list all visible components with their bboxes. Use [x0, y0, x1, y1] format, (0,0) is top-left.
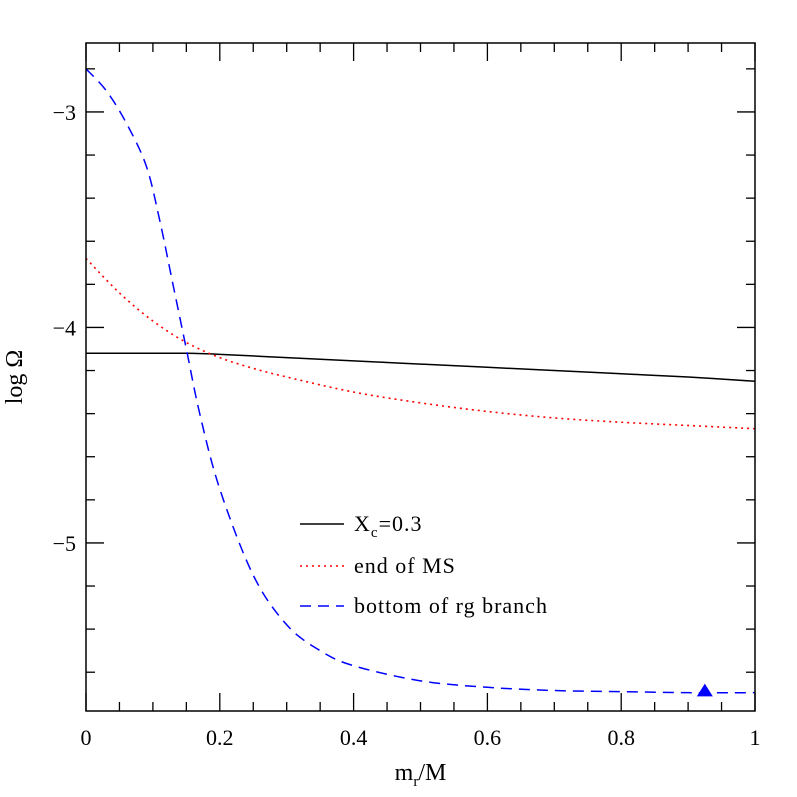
triangle-marker	[696, 683, 713, 697]
y-tick-label: −5	[53, 531, 76, 556]
marker-layer	[696, 683, 713, 697]
x-axis-label-main: m	[395, 760, 414, 786]
minor-ticks	[86, 43, 755, 711]
x-tick-label: 0.8	[607, 725, 635, 750]
y-tick-label: −4	[53, 315, 76, 340]
legend-label-x-c-main: X	[354, 511, 371, 536]
y-tick-labels: −3 −4 −5	[53, 100, 76, 556]
x-axis-label: mr/M	[395, 760, 447, 790]
x-tick-label: 0.6	[474, 725, 502, 750]
legend-label-x-c-sub: c	[371, 525, 379, 541]
legend-label-bottom-of-rg-branch: bottom of rg branch	[354, 593, 548, 618]
x-tick-label: 0	[81, 725, 92, 750]
y-axis-label: log Ω	[2, 350, 28, 405]
x-axis-label-suffix: /M	[418, 760, 446, 786]
x-tick-label: 0.4	[340, 725, 368, 750]
legend-label-end-of-ms: end of MS	[354, 553, 456, 578]
series-line-1	[85, 257, 756, 430]
x-tick-label: 0.2	[206, 725, 234, 750]
plot-frame	[85, 42, 756, 712]
legend-label-x-c: Xc=0.3	[354, 511, 422, 541]
y-tick-label: −3	[53, 100, 76, 125]
x-tick-labels: 0 0.2 0.4 0.6 0.8 1	[81, 725, 761, 750]
series-line-0	[86, 352, 756, 383]
legend: Xc=0.3 end of MS bottom of rg branch	[300, 511, 548, 618]
legend-label-x-c-suffix: =0.3	[379, 511, 423, 536]
x-axis-label-sub: r	[413, 774, 418, 790]
series-layer	[85, 68, 756, 694]
x-tick-label: 1	[750, 725, 761, 750]
